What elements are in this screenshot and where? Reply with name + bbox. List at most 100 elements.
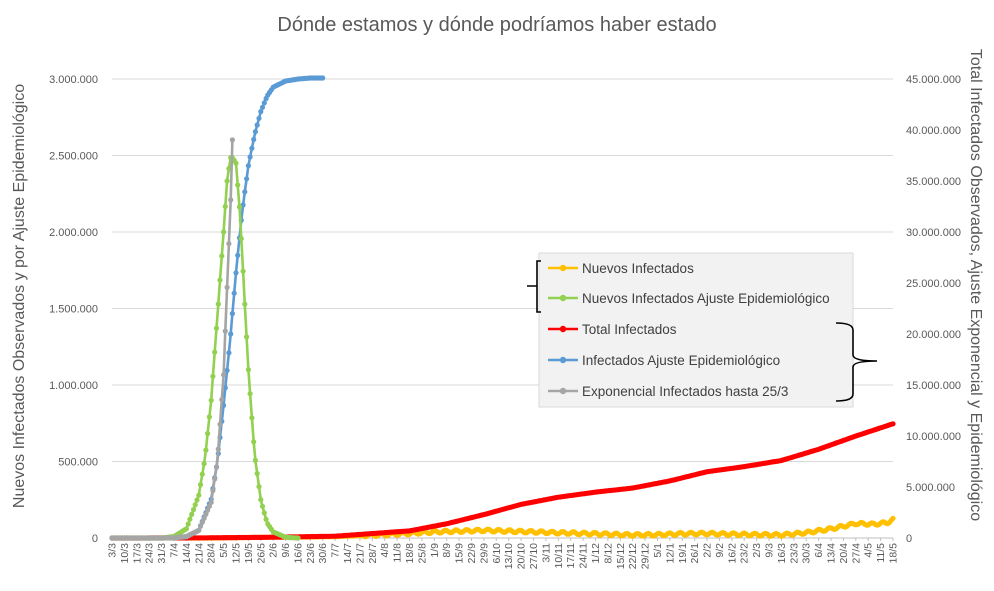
x-tick-label: 26/1 <box>689 543 701 564</box>
data-point <box>233 160 239 166</box>
legend-label: Exponencial Infectados hasta 25/3 <box>582 384 788 399</box>
legend-marker <box>559 294 567 302</box>
y-right-tick-label: 15.000.000 <box>906 380 961 392</box>
x-tick-label: 15/9 <box>454 543 466 564</box>
legend-bracket-right <box>835 322 878 402</box>
x-tick-label: 16/3 <box>776 543 788 564</box>
x-tick-label: 17/11 <box>565 543 577 569</box>
x-tick-label: 29/12 <box>640 543 652 569</box>
x-tick-label: 8/9 <box>441 543 453 558</box>
data-point <box>295 535 301 541</box>
y-axis-right-title: Total Infectados Observados, Ajuste Expo… <box>967 49 984 521</box>
data-point <box>226 166 232 172</box>
data-point <box>228 331 234 337</box>
data-point <box>258 109 264 115</box>
x-tick-label: 3/3 <box>107 543 119 558</box>
data-point <box>244 334 250 340</box>
y-left-tick-label: 2.500.000 <box>49 151 98 163</box>
x-tick-label: 4/5 <box>863 543 875 558</box>
x-tick-label: 23/6 <box>305 543 317 564</box>
data-point <box>252 457 258 463</box>
data-point <box>263 516 269 523</box>
data-point <box>183 526 189 532</box>
data-point <box>201 515 207 521</box>
x-tick-label: 2/3 <box>751 543 763 558</box>
x-tick-label: 24/3 <box>144 543 156 564</box>
data-point <box>259 503 266 509</box>
y-left-tick-label: 0 <box>92 533 98 545</box>
x-tick-label: 5/5 <box>218 543 230 558</box>
data-point <box>228 197 234 203</box>
x-tick-label: 28/7 <box>367 543 379 564</box>
data-point <box>236 204 243 210</box>
x-tick-label: 12/5 <box>230 543 242 564</box>
x-tick-label: 21/7 <box>354 543 366 564</box>
y-right-tick-label: 35.000.000 <box>906 176 961 188</box>
data-point <box>206 503 212 509</box>
legend-marker <box>559 387 567 395</box>
data-point <box>226 241 232 247</box>
x-axis: 3/3 10/3 17/3 24/3 31/3 7/4 14/4 21/4 28/4 5/5 12/… <box>107 537 900 569</box>
data-point <box>245 163 251 169</box>
x-tick-label: 9/3 <box>764 543 776 558</box>
data-point <box>212 349 218 355</box>
data-point <box>185 521 191 527</box>
data-point <box>219 397 225 403</box>
data-point <box>233 270 239 276</box>
x-tick-label: 20/10 <box>516 543 528 569</box>
data-point <box>247 391 253 397</box>
x-tick-label: 7/7 <box>330 543 342 558</box>
x-tick-label: 22/12 <box>627 543 639 569</box>
x-tick-label: 11/8 <box>392 543 404 563</box>
data-point <box>208 397 214 403</box>
data-point <box>221 229 227 235</box>
data-point <box>197 523 204 529</box>
y-left-tick-label: 1.000.000 <box>49 380 98 392</box>
data-point <box>235 182 241 188</box>
legend-label: Infectados Ajuste Epidemiológico <box>582 353 780 368</box>
y-left-tick-label: 2.000.000 <box>49 227 98 239</box>
data-point <box>187 516 193 522</box>
legend-label: Total Infectados <box>582 322 677 337</box>
y-axis-left: 0 500.000 1.000.000 1.500.000 2.000.000 2.500… <box>49 74 98 545</box>
data-point <box>229 137 235 143</box>
data-point <box>215 446 221 452</box>
data-point <box>244 176 250 182</box>
data-point <box>242 189 248 195</box>
data-point <box>192 502 198 508</box>
data-point <box>261 100 267 106</box>
legend-label: Nuevos Infectados Ajuste Epidemiológico <box>582 291 830 306</box>
y-right-tick-label: 30.000.000 <box>906 227 961 239</box>
y-right-tick-label: 40.000.000 <box>906 125 961 137</box>
x-tick-label: 29/9 <box>478 543 490 564</box>
data-point <box>254 470 260 477</box>
x-tick-label: 23/3 <box>788 543 800 564</box>
data-point <box>254 122 260 128</box>
data-point <box>224 178 230 184</box>
data-point <box>238 236 244 242</box>
data-point <box>199 519 205 525</box>
legend-box <box>538 252 854 408</box>
legend-marker <box>559 264 567 272</box>
x-tick-label: 28/4 <box>206 543 218 564</box>
x-tick-label: 1/9 <box>429 543 441 558</box>
data-point <box>210 488 216 494</box>
data-point <box>189 511 195 517</box>
x-tick-label: 12/1 <box>664 543 676 564</box>
data-point <box>242 301 248 307</box>
x-tick-label: 27/10 <box>528 543 540 569</box>
y-right-tick-label: 20.000.000 <box>906 329 961 341</box>
data-point <box>206 414 212 420</box>
x-tick-label: 2/6 <box>268 543 280 558</box>
x-tick-label: 18/5 <box>888 543 900 564</box>
chart-title: Dónde estamos y dónde podríamos haber es… <box>277 14 716 36</box>
x-tick-label: 15/12 <box>615 543 627 569</box>
x-tick-label: 30/6 <box>317 543 329 564</box>
y-right-tick-label: 5.000.000 <box>906 482 955 494</box>
x-tick-label: 17/3 <box>131 543 143 564</box>
data-point <box>222 328 228 334</box>
x-tick-label: 10/3 <box>119 543 131 564</box>
data-point <box>251 439 257 445</box>
y-left-tick-label: 1.500.000 <box>49 304 98 316</box>
data-point <box>208 499 214 505</box>
